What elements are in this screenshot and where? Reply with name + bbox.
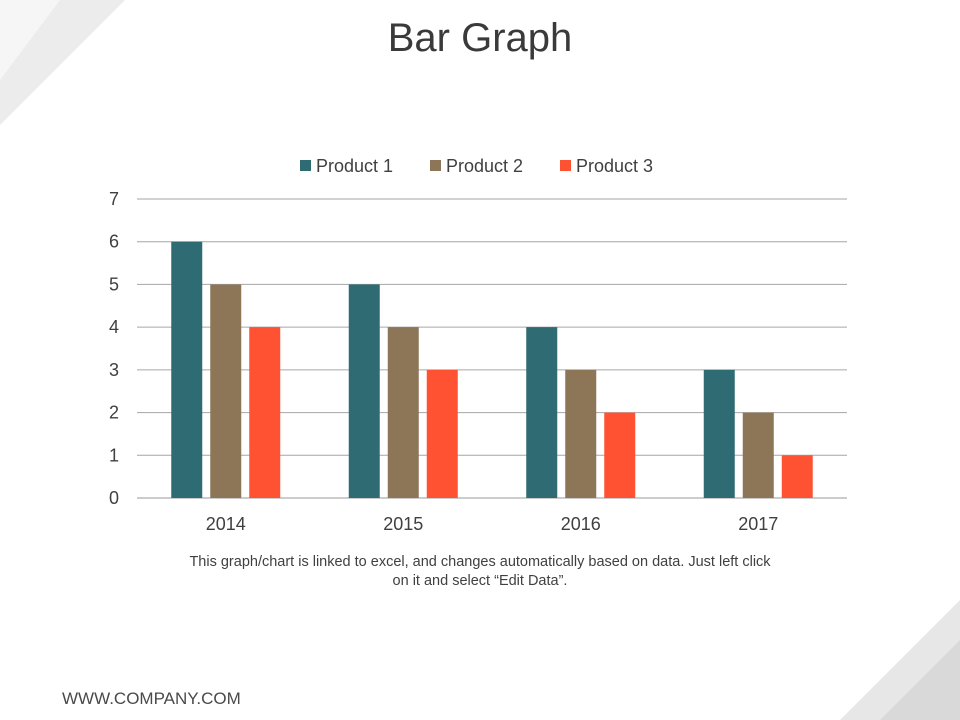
gridlines: [137, 198, 847, 499]
y-tick-label: 6: [109, 232, 119, 252]
x-tick-label: 2016: [561, 514, 601, 534]
bar-product-3-2016[interactable]: [604, 412, 636, 498]
y-tick-label: 7: [109, 189, 119, 209]
legend-label: Product 1: [316, 156, 393, 176]
y-tick-label: 2: [109, 403, 119, 423]
corner-shape-bottom-right-light: [880, 640, 960, 720]
bar-product-3-2014[interactable]: [249, 327, 281, 498]
x-tick-label: 2015: [383, 514, 423, 534]
bar-product-1-2014[interactable]: [171, 241, 203, 498]
legend-swatch: [560, 160, 571, 171]
bar-product-3-2015[interactable]: [426, 369, 458, 498]
bars[interactable]: [171, 241, 813, 498]
bar-product-2-2014[interactable]: [210, 284, 242, 498]
slide-title: Bar Graph: [387, 16, 573, 60]
y-tick-label: 5: [109, 274, 119, 294]
legend-item-product-3[interactable]: Product 3: [560, 156, 653, 176]
legend-item-product-2[interactable]: Product 2: [430, 156, 523, 176]
legend-label: Product 3: [576, 156, 653, 176]
legend-item-product-1[interactable]: Product 1: [300, 156, 393, 176]
legend[interactable]: Product 1 Product 2 Product 3: [300, 156, 653, 176]
x-axis-tick-labels: 2014 2015 2016 2017: [206, 514, 779, 534]
bar-product-2-2015[interactable]: [387, 327, 419, 498]
bar-product-1-2015[interactable]: [348, 284, 380, 498]
y-tick-label: 4: [109, 317, 119, 337]
footer-url[interactable]: WWW.COMPANY.COM: [62, 689, 241, 708]
legend-swatch: [300, 160, 311, 171]
bar-product-2-2016[interactable]: [565, 369, 597, 498]
y-tick-label: 1: [109, 445, 119, 465]
y-tick-label: 3: [109, 360, 119, 380]
x-tick-label: 2014: [206, 514, 246, 534]
legend-label: Product 2: [446, 156, 523, 176]
bar-product-1-2017[interactable]: [703, 369, 735, 498]
x-tick-label: 2017: [738, 514, 778, 534]
legend-swatch: [430, 160, 441, 171]
y-tick-label: 0: [109, 488, 119, 508]
bar-product-2-2017[interactable]: [742, 412, 774, 498]
bar-product-3-2017[interactable]: [781, 455, 813, 498]
chart-caption: This graph/chart is linked to excel, and…: [189, 554, 771, 589]
corner-shape-top-left-light: [0, 0, 60, 80]
bar-product-1-2016[interactable]: [526, 327, 558, 498]
y-axis-tick-labels: 0 1 2 3 4 5 6 7: [109, 189, 119, 508]
